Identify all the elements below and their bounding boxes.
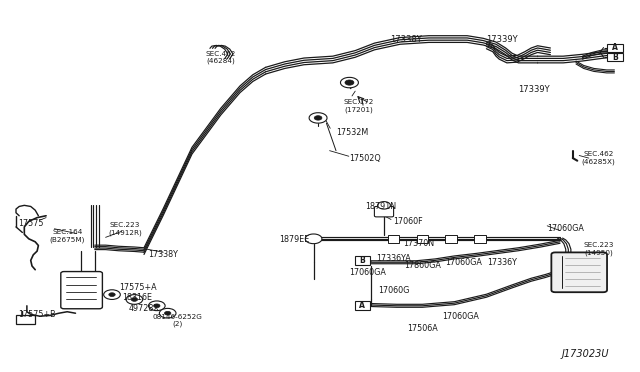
FancyBboxPatch shape	[374, 206, 394, 217]
Text: 17336Y: 17336Y	[488, 258, 517, 267]
Wedge shape	[378, 202, 390, 209]
Bar	[474, 235, 486, 243]
Wedge shape	[309, 113, 327, 123]
Text: A: A	[359, 301, 365, 310]
FancyBboxPatch shape	[607, 53, 623, 61]
Text: 08146-6252G
(2): 08146-6252G (2)	[153, 314, 203, 327]
Text: 17060GA: 17060GA	[445, 258, 483, 267]
Text: 17060GA: 17060GA	[442, 312, 479, 321]
Text: 17575+B: 17575+B	[19, 310, 56, 319]
Text: 17339Y: 17339Y	[518, 85, 550, 94]
Circle shape	[154, 304, 160, 308]
Text: B: B	[612, 53, 618, 62]
Text: B: B	[360, 256, 365, 265]
Text: 17336YA: 17336YA	[376, 254, 411, 263]
Text: SEC.462
(46284): SEC.462 (46284)	[205, 51, 236, 64]
Bar	[445, 235, 457, 243]
Text: 18791N: 18791N	[365, 202, 396, 211]
FancyBboxPatch shape	[355, 301, 370, 310]
Circle shape	[159, 308, 176, 318]
FancyBboxPatch shape	[607, 44, 623, 52]
Text: 17060F: 17060F	[394, 217, 423, 226]
Text: 17338Y: 17338Y	[390, 35, 422, 44]
Text: 17506A: 17506A	[407, 324, 438, 333]
Text: 49728X: 49728X	[129, 304, 159, 312]
Text: 1879EE: 1879EE	[279, 235, 310, 244]
Bar	[388, 235, 399, 243]
Wedge shape	[314, 116, 322, 120]
FancyBboxPatch shape	[355, 256, 370, 265]
Text: SEC.223
(14912R): SEC.223 (14912R)	[108, 222, 141, 235]
Text: 17339Y: 17339Y	[486, 35, 518, 44]
Text: SEC.164
(B2675M): SEC.164 (B2675M)	[49, 230, 85, 243]
Bar	[417, 235, 428, 243]
Bar	[16, 315, 35, 324]
Text: 17502Q: 17502Q	[349, 154, 381, 163]
Text: SEC.172
(17201): SEC.172 (17201)	[343, 99, 374, 113]
Wedge shape	[340, 77, 358, 88]
Text: 17860GA: 17860GA	[404, 262, 441, 270]
Text: A: A	[612, 43, 618, 52]
Wedge shape	[345, 80, 354, 85]
Circle shape	[126, 295, 143, 304]
Text: SEC.223
(14950): SEC.223 (14950)	[583, 243, 614, 256]
Circle shape	[164, 311, 171, 315]
Text: 17060G: 17060G	[378, 286, 410, 295]
Text: 17338Y: 17338Y	[148, 250, 178, 259]
Text: J173023U: J173023U	[562, 349, 609, 359]
Circle shape	[104, 290, 120, 299]
Text: 17575+A: 17575+A	[119, 283, 156, 292]
Text: 17532M: 17532M	[336, 128, 368, 137]
Text: 18316E: 18316E	[123, 293, 152, 302]
Text: 17575: 17575	[18, 219, 44, 228]
Circle shape	[148, 301, 165, 311]
Text: 17060GA: 17060GA	[349, 268, 387, 277]
Text: 17060GA: 17060GA	[547, 224, 584, 233]
Text: SEC.462
(46285X): SEC.462 (46285X)	[582, 151, 615, 165]
FancyBboxPatch shape	[61, 272, 102, 309]
Circle shape	[109, 293, 115, 296]
Circle shape	[131, 298, 138, 301]
Text: 17370N: 17370N	[404, 239, 435, 248]
Wedge shape	[305, 234, 322, 244]
FancyBboxPatch shape	[552, 252, 607, 292]
